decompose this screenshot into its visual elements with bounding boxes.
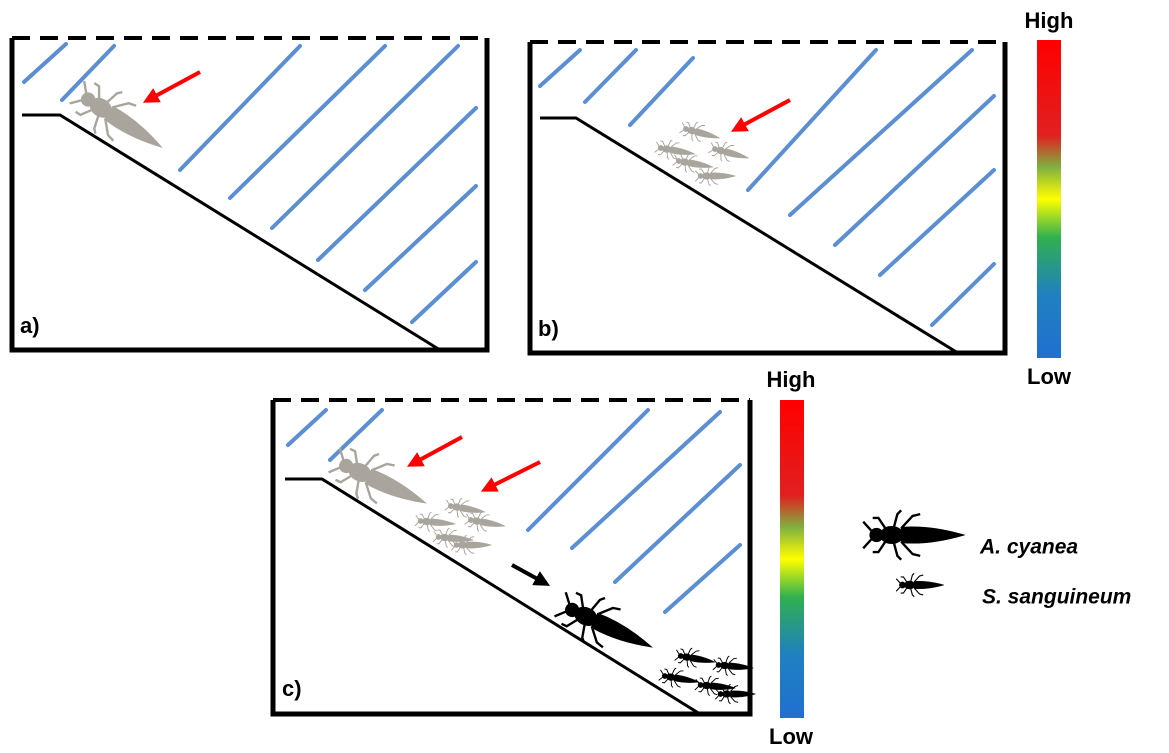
panel-a: a) <box>12 38 487 350</box>
colorbar-high: High <box>1025 8 1074 33</box>
panel-label: a) <box>20 313 40 338</box>
panel-c: c) <box>273 400 756 714</box>
panel-label: c) <box>282 676 302 701</box>
panel-label: b) <box>538 316 559 341</box>
figure: a) b) High Low c) High Low <box>0 0 1169 753</box>
colorbar-low: Low <box>1027 364 1072 389</box>
panel-b: b) <box>530 42 1005 353</box>
legend-label: S. sanguineum <box>982 586 1131 609</box>
colorbar-high: High <box>767 367 816 392</box>
colorbar: High Low <box>767 367 816 749</box>
colorbar: High Low <box>1025 8 1074 389</box>
legend: A. cyanea S. sanguineum <box>863 510 1131 608</box>
colorbar-low: Low <box>769 724 814 749</box>
legend-label: A. cyanea <box>979 536 1078 559</box>
